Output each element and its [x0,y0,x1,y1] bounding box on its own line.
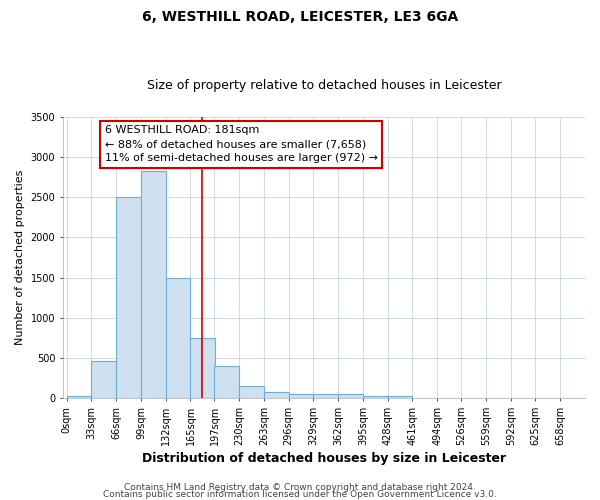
Text: Contains HM Land Registry data © Crown copyright and database right 2024.: Contains HM Land Registry data © Crown c… [124,484,476,492]
Bar [116,197,141,398]
Bar [67,396,91,398]
Bar [289,394,313,398]
Text: 6, WESTHILL ROAD, LEICESTER, LE3 6GA: 6, WESTHILL ROAD, LEICESTER, LE3 6GA [142,10,458,24]
Title: Size of property relative to detached houses in Leicester: Size of property relative to detached ho… [146,79,501,92]
Bar [363,396,388,398]
Bar [91,361,116,398]
X-axis label: Distribution of detached houses by size in Leicester: Distribution of detached houses by size … [142,452,506,465]
Bar [214,366,239,398]
Text: 6 WESTHILL ROAD: 181sqm
← 88% of detached houses are smaller (7,658)
11% of semi: 6 WESTHILL ROAD: 181sqm ← 88% of detache… [105,125,378,163]
Bar [264,392,289,398]
Text: Contains public sector information licensed under the Open Government Licence v3: Contains public sector information licen… [103,490,497,499]
Bar [313,394,338,398]
Bar [190,338,215,398]
Bar [388,396,412,398]
Bar [338,394,363,398]
Bar [239,386,264,398]
Y-axis label: Number of detached properties: Number of detached properties [15,170,25,345]
Bar [166,278,190,398]
Bar [141,172,166,398]
